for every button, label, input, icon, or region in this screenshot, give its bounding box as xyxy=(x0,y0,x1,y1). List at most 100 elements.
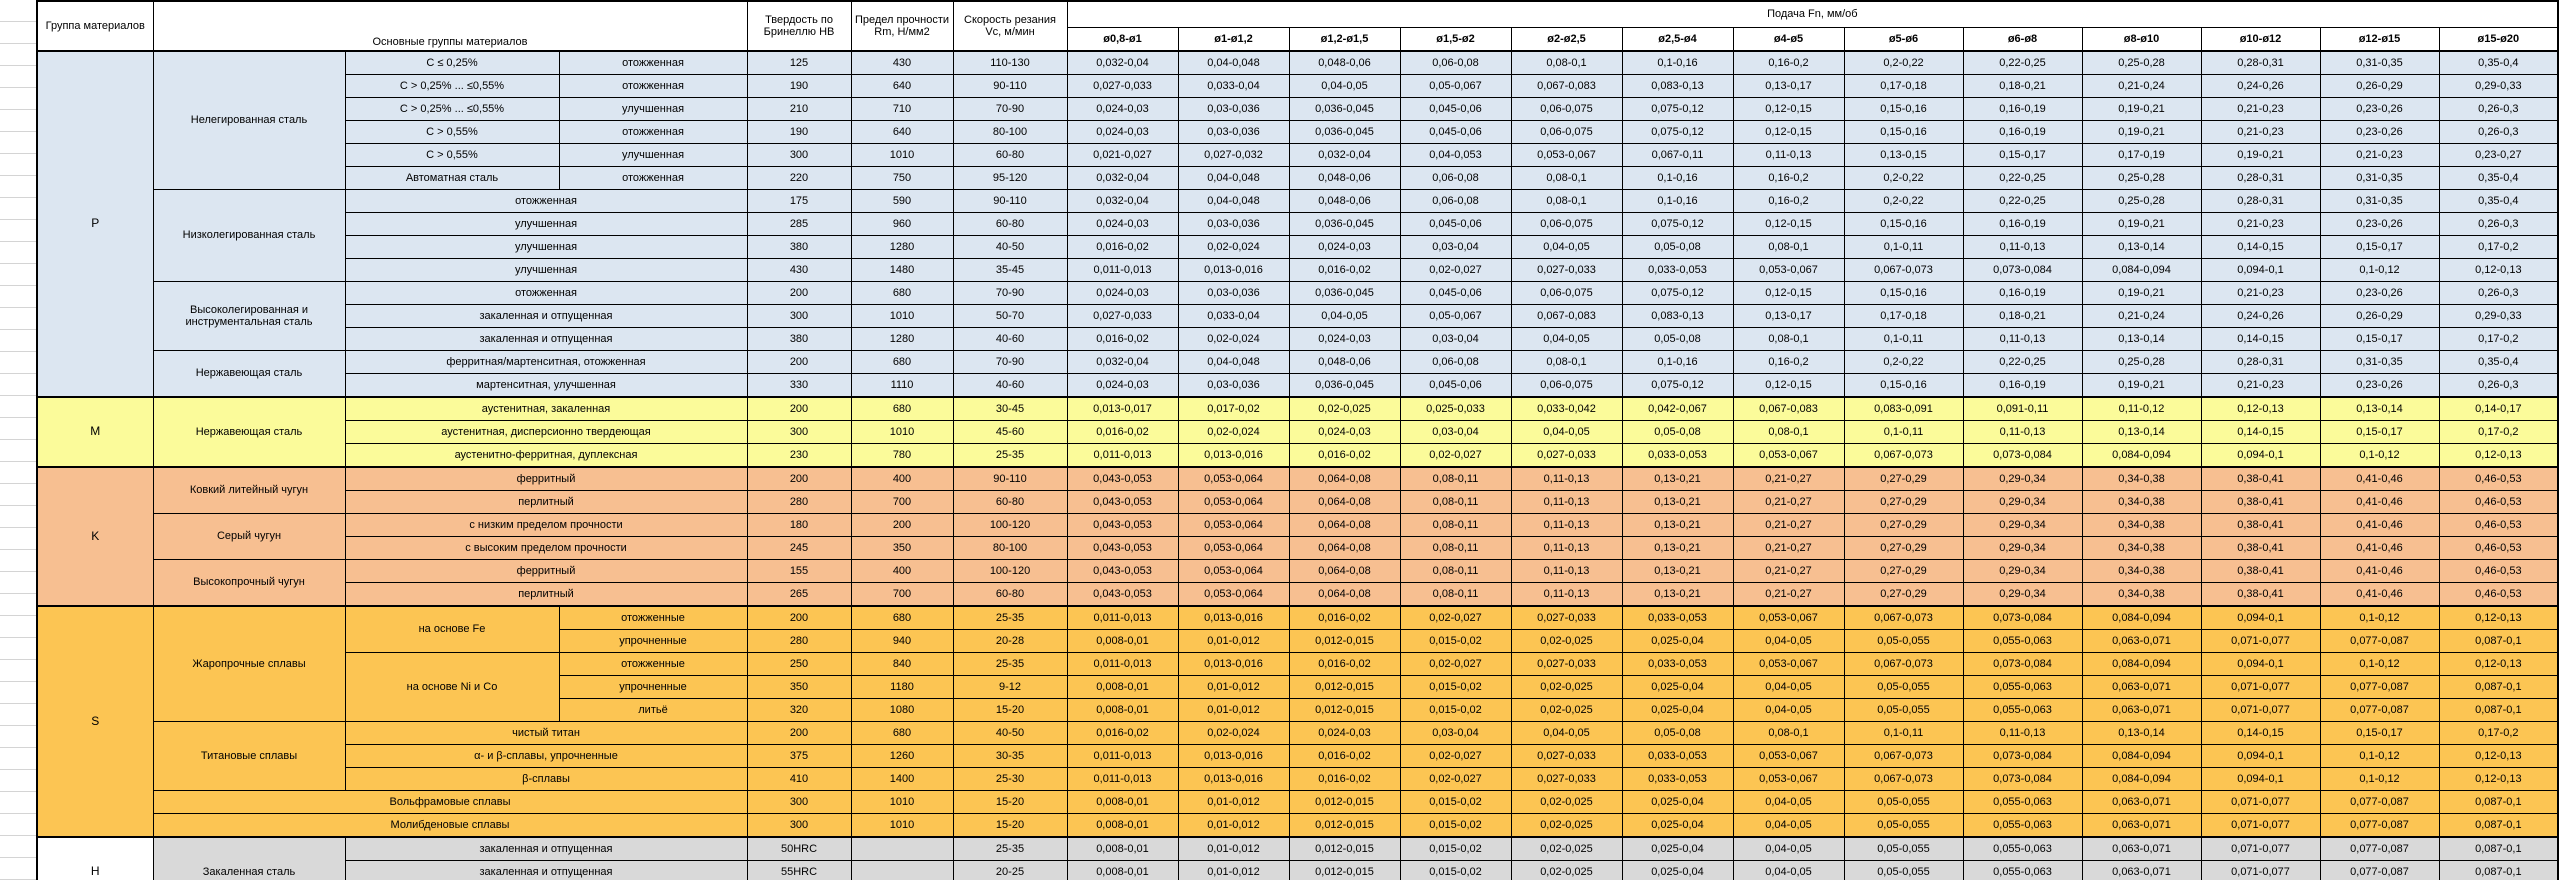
material-label-cell[interactable]: аустенитная, закаленная xyxy=(344,396,748,421)
feed-cell[interactable]: 0,027-0,033 xyxy=(1510,605,1623,630)
strength-cell[interactable]: 1110 xyxy=(850,373,954,398)
feed-cell[interactable]: 0,025-0,04 xyxy=(1621,813,1734,838)
hardness-cell[interactable]: 190 xyxy=(746,74,852,98)
feed-cell[interactable]: 0,05-0,08 xyxy=(1621,420,1734,444)
feed-cell[interactable]: 0,21-0,27 xyxy=(1732,466,1845,491)
feed-cell[interactable]: 0,077-0,087 xyxy=(2319,836,2440,861)
strength-cell[interactable]: 640 xyxy=(850,74,954,98)
feed-cell[interactable]: 0,071-0,077 xyxy=(2200,813,2321,838)
feed-cell[interactable]: 0,1-0,11 xyxy=(1843,721,1964,745)
feed-cell[interactable]: 0,015-0,02 xyxy=(1399,836,1512,861)
speed-cell[interactable]: 60-80 xyxy=(952,143,1068,167)
hardness-cell[interactable]: 350 xyxy=(746,675,852,699)
feed-cell[interactable]: 0,14-0,15 xyxy=(2200,327,2321,351)
feed-cell[interactable]: 0,01-0,012 xyxy=(1177,860,1290,880)
diameter-header[interactable]: ø2-ø2,5 xyxy=(1510,26,1623,52)
feed-cell[interactable]: 0,024-0,03 xyxy=(1288,235,1401,259)
speed-cell[interactable]: 15-20 xyxy=(952,698,1068,722)
material-label-cell[interactable]: отожженная xyxy=(344,281,748,305)
feed-cell[interactable]: 0,15-0,16 xyxy=(1843,212,1964,236)
strength-cell[interactable]: 680 xyxy=(850,350,954,374)
hardness-cell[interactable]: 300 xyxy=(746,304,852,328)
feed-cell[interactable]: 0,41-0,46 xyxy=(2319,513,2440,537)
hardness-cell[interactable]: 200 xyxy=(746,281,852,305)
feed-cell[interactable]: 0,02-0,025 xyxy=(1510,836,1623,861)
hardness-cell[interactable]: 200 xyxy=(746,466,852,491)
feed-cell[interactable]: 0,027-0,033 xyxy=(1510,767,1623,791)
feed-cell[interactable]: 0,04-0,05 xyxy=(1732,675,1845,699)
feed-cell[interactable]: 0,084-0,094 xyxy=(2081,443,2202,468)
feed-cell[interactable]: 0,16-0,19 xyxy=(1962,373,2083,398)
material-label-cell[interactable]: отожженная xyxy=(344,189,748,213)
feed-cell[interactable]: 0,067-0,073 xyxy=(1843,744,1964,768)
feed-cell[interactable]: 0,24-0,26 xyxy=(2200,304,2321,328)
feed-cell[interactable]: 0,02-0,025 xyxy=(1510,698,1623,722)
hardness-cell[interactable]: 180 xyxy=(746,513,852,537)
feed-cell[interactable]: 0,013-0,016 xyxy=(1177,744,1290,768)
feed-cell[interactable]: 0,094-0,1 xyxy=(2200,744,2321,768)
feed-cell[interactable]: 0,075-0,12 xyxy=(1621,120,1734,144)
strength-cell[interactable]: 400 xyxy=(850,466,954,491)
feed-cell[interactable]: 0,016-0,02 xyxy=(1066,327,1179,351)
feed-cell[interactable]: 0,15-0,16 xyxy=(1843,120,1964,144)
speed-cell[interactable]: 100-120 xyxy=(952,513,1068,537)
feed-cell[interactable]: 0,13-0,17 xyxy=(1732,74,1845,98)
feed-cell[interactable]: 0,16-0,19 xyxy=(1962,281,2083,305)
feed-cell[interactable]: 0,033-0,053 xyxy=(1621,767,1734,791)
hardness-cell[interactable]: 265 xyxy=(746,582,852,607)
feed-cell[interactable]: 0,017-0,02 xyxy=(1177,396,1290,421)
feed-cell[interactable]: 0,016-0,02 xyxy=(1288,652,1401,676)
strength-cell[interactable]: 1010 xyxy=(850,143,954,167)
hardness-cell[interactable]: 300 xyxy=(746,420,852,444)
feed-cell[interactable]: 0,27-0,29 xyxy=(1843,582,1964,607)
feed-cell[interactable]: 0,071-0,077 xyxy=(2200,836,2321,861)
feed-cell[interactable]: 0,24-0,26 xyxy=(2200,74,2321,98)
feed-cell[interactable]: 0,1-0,16 xyxy=(1621,350,1734,374)
material-label-cell[interactable]: с высоким пределом прочности xyxy=(344,536,748,560)
speed-cell[interactable]: 25-35 xyxy=(952,443,1068,468)
hardness-cell[interactable]: 175 xyxy=(746,189,852,213)
feed-cell[interactable]: 0,043-0,053 xyxy=(1066,490,1179,514)
speed-cell[interactable]: 70-90 xyxy=(952,350,1068,374)
feed-cell[interactable]: 0,06-0,08 xyxy=(1399,350,1512,374)
feed-cell[interactable]: 0,2-0,22 xyxy=(1843,50,1964,75)
feed-cell[interactable]: 0,28-0,31 xyxy=(2200,50,2321,75)
feed-cell[interactable]: 0,02-0,024 xyxy=(1177,420,1290,444)
strength-cell[interactable]: 680 xyxy=(850,281,954,305)
feed-cell[interactable]: 0,19-0,21 xyxy=(2081,120,2202,144)
feed-cell[interactable]: 0,08-0,1 xyxy=(1510,166,1623,190)
feed-cell[interactable]: 0,06-0,08 xyxy=(1399,50,1512,75)
feed-cell[interactable]: 0,35-0,4 xyxy=(2438,50,2559,75)
feed-cell[interactable]: 0,21-0,24 xyxy=(2081,304,2202,328)
feed-cell[interactable]: 0,077-0,087 xyxy=(2319,698,2440,722)
feed-cell[interactable]: 0,01-0,012 xyxy=(1177,698,1290,722)
feed-cell[interactable]: 0,14-0,15 xyxy=(2200,420,2321,444)
feed-cell[interactable]: 0,31-0,35 xyxy=(2319,350,2440,374)
feed-cell[interactable]: 0,27-0,29 xyxy=(1843,536,1964,560)
strength-cell[interactable]: 700 xyxy=(850,490,954,514)
feed-cell[interactable]: 0,048-0,06 xyxy=(1288,166,1401,190)
speed-cell[interactable]: 90-110 xyxy=(952,189,1068,213)
feed-cell[interactable]: 0,033-0,04 xyxy=(1177,74,1290,98)
feed-cell[interactable]: 0,12-0,13 xyxy=(2438,652,2559,676)
material-label-cell[interactable]: Вольфрамовые сплавы xyxy=(152,790,748,814)
feed-cell[interactable]: 0,024-0,03 xyxy=(1288,420,1401,444)
feed-cell[interactable]: 0,1-0,12 xyxy=(2319,652,2440,676)
feed-cell[interactable]: 0,045-0,06 xyxy=(1399,373,1512,398)
feed-cell[interactable]: 0,04-0,05 xyxy=(1288,74,1401,98)
feed-cell[interactable]: 0,26-0,29 xyxy=(2319,304,2440,328)
feed-cell[interactable]: 0,05-0,08 xyxy=(1621,235,1734,259)
feed-cell[interactable]: 0,08-0,1 xyxy=(1510,189,1623,213)
feed-cell[interactable]: 0,021-0,027 xyxy=(1066,143,1179,167)
feed-cell[interactable]: 0,015-0,02 xyxy=(1399,860,1512,880)
material-label-cell[interactable]: ферритный xyxy=(344,559,748,583)
feed-cell[interactable]: 0,02-0,025 xyxy=(1510,860,1623,880)
feed-cell[interactable]: 0,033-0,042 xyxy=(1510,396,1623,421)
feed-cell[interactable]: 0,08-0,11 xyxy=(1399,513,1512,537)
diameter-header[interactable]: ø0,8-ø1 xyxy=(1066,26,1179,52)
strength-cell[interactable]: 710 xyxy=(850,97,954,121)
material-label-cell[interactable]: отожженная xyxy=(558,50,748,75)
feed-cell[interactable]: 0,38-0,41 xyxy=(2200,466,2321,491)
material-label-cell[interactable]: упрочненные xyxy=(558,675,748,699)
feed-cell[interactable]: 0,23-0,26 xyxy=(2319,281,2440,305)
